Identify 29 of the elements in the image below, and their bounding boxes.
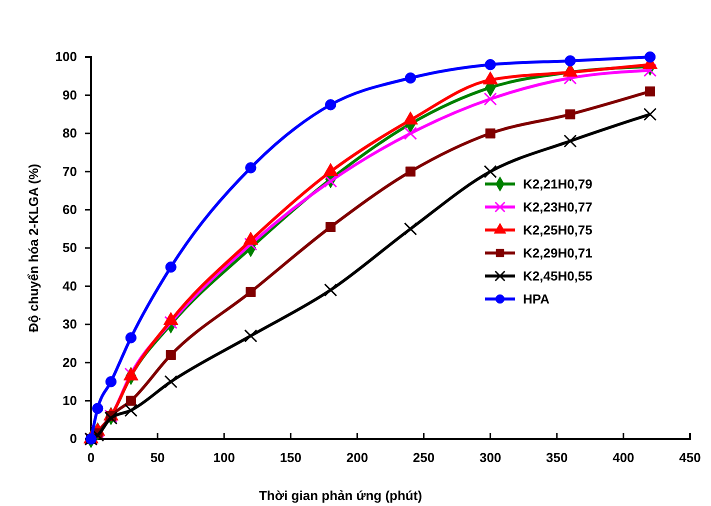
x-tick-label: 50 (150, 450, 165, 466)
x-tick-label: 100 (213, 450, 235, 466)
x-axis-title: Thời gian phản ứng (phút) (258, 488, 422, 503)
legend-label: K2,21H0,79 (523, 176, 592, 192)
x-tick-label: 200 (346, 450, 368, 466)
y-tick-label: 0 (70, 431, 77, 446)
x-tick-label: 150 (280, 450, 302, 466)
x-tick-label: 350 (546, 450, 568, 466)
y-tick-label: 70 (62, 164, 77, 179)
x-tick-label: 250 (412, 450, 435, 466)
y-axis-title: Độ chuyển hóa 2-KLGA (%) (26, 164, 41, 332)
x-tick-label: 300 (479, 450, 502, 466)
y-tick-label: 100 (55, 49, 77, 64)
x-tick-label: 400 (612, 450, 634, 466)
y-tick-label: 80 (62, 126, 77, 141)
y-tick-label: 30 (62, 316, 77, 332)
y-tick-label: 90 (62, 87, 77, 102)
legend-label: K2,29H0,71 (523, 246, 592, 261)
x-tick-label: 450 (679, 450, 701, 466)
x-tick-label: 0 (87, 450, 95, 466)
y-tick-label: 40 (62, 278, 77, 294)
legend-label: K2,25H0,75 (523, 222, 592, 238)
legend-label: HPA (523, 292, 550, 307)
legend-label: K2,23H0,77 (523, 200, 592, 215)
y-tick-label: 60 (62, 202, 77, 217)
legend-label: K2,45H0,55 (523, 268, 592, 284)
y-tick-label: 50 (62, 240, 77, 256)
y-tick-label: 20 (62, 354, 77, 370)
y-tick-label: 10 (62, 392, 77, 408)
